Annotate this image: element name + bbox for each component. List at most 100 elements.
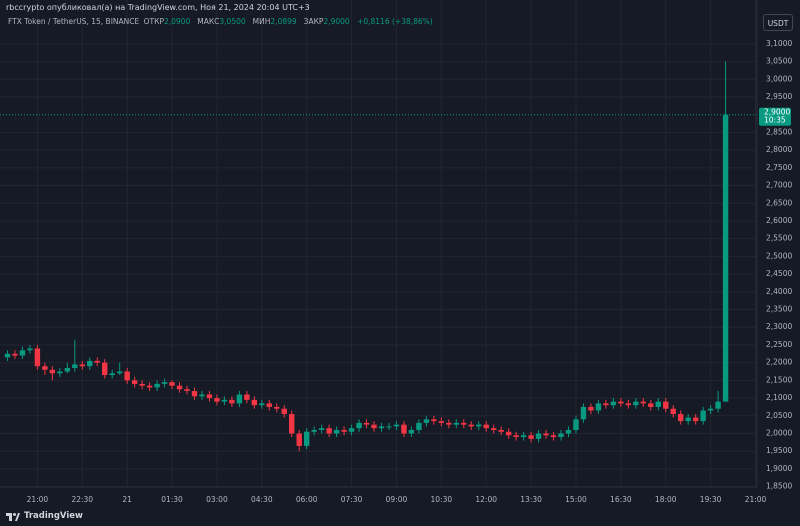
ohlc-value: 2,9000	[323, 17, 350, 26]
x-tick-label: 01:30	[161, 495, 183, 504]
y-tick-label: 1,8500	[766, 482, 792, 491]
candle-body	[648, 403, 654, 407]
candle-body	[655, 401, 661, 407]
candle-body	[259, 403, 265, 406]
plot-area	[0, 0, 757, 487]
candle-body	[206, 394, 213, 399]
x-tick-label: 03:00	[206, 495, 228, 504]
candle-body	[550, 435, 557, 438]
y-tick-label: 2,1000	[766, 393, 792, 402]
candle-body	[423, 419, 430, 423]
candle-body	[199, 394, 205, 397]
price-tag	[759, 107, 791, 126]
candle-body	[461, 422, 467, 425]
candle-body	[42, 366, 48, 370]
currency-button[interactable]: USDT	[763, 14, 793, 31]
candle-body	[131, 380, 138, 384]
candle-body	[333, 429, 340, 434]
candle-body	[191, 391, 198, 397]
candle-body	[94, 360, 100, 363]
x-tick-label: 19:30	[700, 495, 722, 504]
x-tick-label: 04:30	[251, 495, 273, 504]
candle-body	[87, 360, 93, 367]
candle-body	[722, 114, 729, 402]
x-tick-label: 21	[122, 495, 132, 504]
candle-body	[371, 424, 377, 429]
candle-body	[520, 435, 527, 438]
candle-body	[535, 433, 542, 439]
candle-body	[438, 421, 445, 423]
candle-body	[184, 389, 190, 392]
ohlc: ОТКР2,0900 МАКС3,0500 МИН2,0899 ЗАКР2,9000	[142, 17, 355, 26]
y-tick-label: 2,0500	[766, 411, 792, 420]
candle-body	[34, 348, 41, 367]
candle-body	[169, 382, 175, 386]
candle-body	[431, 419, 437, 422]
candle-body	[72, 364, 78, 368]
candle-body	[401, 424, 407, 434]
x-tick-label: 22:30	[71, 495, 93, 504]
candle-body	[483, 424, 489, 429]
ohlc-value: 2,0900	[163, 17, 191, 26]
candle-body	[633, 401, 639, 406]
candle-body	[363, 422, 370, 425]
candle-body	[678, 414, 684, 422]
y-tick-label: 2,2500	[766, 340, 792, 349]
candle-body	[685, 417, 691, 422]
candle-body	[49, 369, 56, 374]
y-tick-label: 3,1000	[766, 39, 792, 48]
y-tick-label: 2,8500	[766, 127, 792, 136]
price-tag-countdown: 10:35	[764, 116, 786, 125]
candle-body	[528, 435, 534, 439]
candle-body	[116, 371, 123, 374]
y-tick-label: 2,3000	[766, 322, 792, 331]
candle-body	[588, 406, 594, 411]
y-tick-label: 1,9500	[766, 446, 792, 455]
candle-body	[311, 429, 317, 432]
x-tick-label: 16:30	[610, 495, 632, 504]
y-tick-label: 2,7000	[766, 181, 792, 190]
ohlc-label: ЗАКР	[303, 17, 324, 26]
candle-body	[498, 429, 504, 432]
candle-body	[625, 403, 632, 406]
candle-body	[289, 414, 295, 434]
candle-body	[12, 353, 18, 356]
candle-body	[341, 429, 347, 432]
x-tick-label: 09:00	[386, 495, 408, 504]
candle-body	[27, 348, 33, 351]
y-tick-label: 2,7500	[766, 163, 792, 172]
candle-body	[715, 401, 721, 409]
candle-body	[274, 406, 280, 409]
candle-body	[670, 408, 676, 415]
y-tick-label: 2,5000	[766, 251, 792, 260]
candle-body	[393, 424, 400, 427]
ohlc-label: МИН	[252, 17, 271, 26]
candle-body	[109, 373, 115, 376]
ohlc-value: 2,0899	[270, 17, 297, 26]
candle-body	[640, 401, 647, 404]
x-tick-label: 15:00	[565, 495, 587, 504]
candle-body	[565, 429, 572, 434]
candle-body	[296, 433, 302, 446]
x-tick-label: 21:00	[27, 495, 49, 504]
y-tick-label: 2,4000	[766, 287, 792, 296]
y-tick-label: 2,3500	[766, 305, 792, 314]
change: +0,8116 (+38,86%)	[357, 17, 433, 26]
logo	[6, 512, 20, 521]
candle-body	[281, 408, 287, 415]
candle-body	[266, 403, 272, 407]
candle-body	[356, 422, 362, 429]
candle-body	[139, 383, 145, 386]
y-tick-label: 1,9000	[766, 464, 792, 473]
candle-body	[543, 433, 549, 436]
candle-body	[251, 399, 258, 406]
candle-body	[603, 403, 609, 406]
candle-body	[318, 428, 325, 430]
candle-body	[19, 350, 26, 356]
y-tick-label: 2,8000	[766, 145, 792, 154]
x-tick-label: 07:30	[341, 495, 363, 504]
candle-body	[161, 382, 168, 384]
candle-body	[221, 399, 228, 402]
candle-body	[378, 426, 385, 429]
